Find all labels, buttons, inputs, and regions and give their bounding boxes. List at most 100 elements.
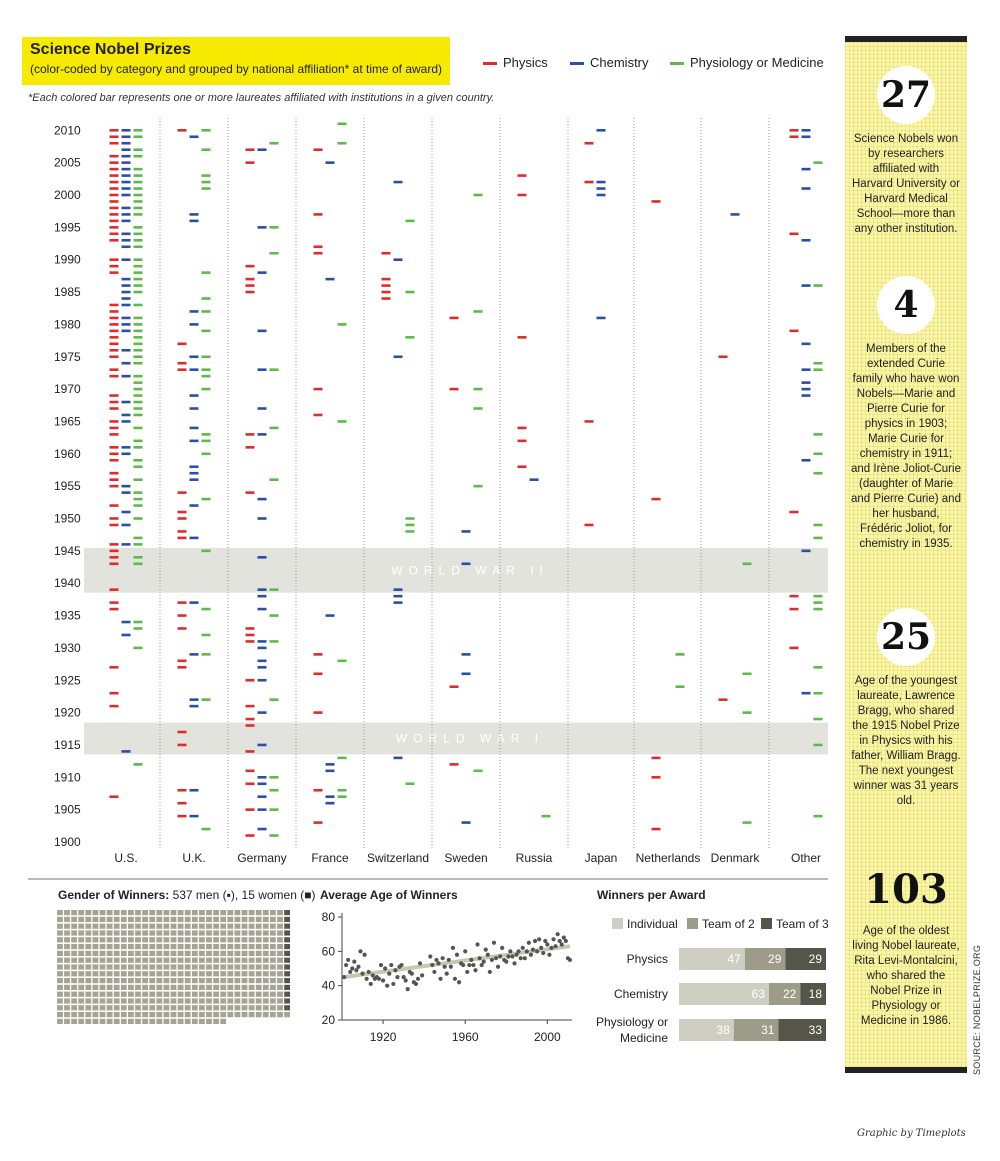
prize-bar bbox=[133, 556, 143, 559]
waffle-cell-man bbox=[163, 964, 170, 970]
chart-subtitle: (color-coded by category and grouped by … bbox=[30, 62, 443, 76]
waffle-cell-man bbox=[99, 978, 106, 984]
waffle-cell-man bbox=[57, 916, 63, 922]
waffle-cell-man bbox=[128, 998, 134, 1004]
age-y-tick-label: 40 bbox=[322, 979, 336, 993]
waffle-cell-man bbox=[227, 971, 234, 977]
waffle-cell-man bbox=[227, 991, 234, 997]
prize-bar bbox=[257, 329, 267, 333]
waffle-cell-man bbox=[135, 923, 141, 929]
prize-bar bbox=[584, 180, 594, 184]
waffle-cell-man bbox=[64, 910, 70, 916]
prize-bar bbox=[121, 154, 131, 158]
prize-bar bbox=[813, 368, 823, 371]
prize-bar bbox=[177, 361, 187, 365]
waffle-cell-man bbox=[135, 998, 141, 1004]
year-tick-label: 1905 bbox=[54, 803, 81, 817]
prize-bar bbox=[133, 400, 143, 404]
waffle-cell-man bbox=[57, 937, 63, 943]
age-point bbox=[401, 974, 406, 980]
age-point bbox=[528, 952, 534, 957]
waffle-cell-man bbox=[220, 916, 227, 922]
waffle-cell-man bbox=[177, 957, 184, 963]
waffle-cell-man bbox=[227, 1012, 234, 1018]
age-point bbox=[469, 957, 474, 963]
waffle-cell-man bbox=[262, 944, 269, 950]
prize-bar bbox=[813, 814, 823, 818]
waffle-cell-man bbox=[113, 978, 120, 984]
waffle-cell-man bbox=[149, 978, 156, 984]
prize-bar bbox=[121, 400, 131, 404]
waffle-cell-man bbox=[184, 991, 191, 997]
waffle-cell-man bbox=[191, 971, 198, 977]
waffle-cell-man bbox=[262, 930, 269, 936]
prize-bar bbox=[201, 129, 211, 132]
waffle-cell-man bbox=[255, 998, 262, 1004]
prize-bar bbox=[325, 795, 335, 799]
waffle-cell-man bbox=[106, 923, 113, 929]
age-point bbox=[567, 957, 573, 963]
prize-bar bbox=[269, 478, 279, 481]
waffle-cell-man bbox=[85, 944, 92, 950]
prize-bar bbox=[109, 394, 119, 397]
waffle-cell-man bbox=[234, 910, 241, 916]
waffle-cell-man bbox=[177, 944, 184, 950]
prize-bar bbox=[201, 180, 211, 184]
waffle-cell-man bbox=[57, 1005, 63, 1011]
age-point bbox=[346, 957, 351, 963]
age-point bbox=[348, 969, 353, 975]
prize-bar bbox=[337, 122, 347, 126]
waffle-cell-man bbox=[163, 998, 170, 1004]
waffle-cell-man bbox=[241, 984, 248, 990]
waffle-cell-man bbox=[227, 910, 234, 916]
waffle-cell-man bbox=[191, 923, 198, 929]
waffle-cell-man bbox=[191, 1018, 198, 1024]
waffle-cell-man bbox=[78, 984, 85, 990]
waffle-cell-man bbox=[234, 1012, 241, 1018]
waffle-cell-man bbox=[206, 957, 212, 963]
waffle-cell-woman bbox=[284, 944, 290, 950]
waffle-cell-man bbox=[262, 991, 269, 997]
waffle-cell-man bbox=[64, 991, 70, 997]
prize-bar bbox=[109, 336, 119, 339]
prize-bar bbox=[109, 342, 119, 346]
waffle-cell-man bbox=[113, 916, 120, 922]
waffle-cell-man bbox=[149, 937, 156, 943]
waffle-cell-man bbox=[128, 957, 134, 963]
waffle-cell-man bbox=[71, 1005, 77, 1011]
prize-bar bbox=[257, 795, 267, 799]
prize-bar bbox=[133, 148, 143, 152]
prize-bar bbox=[133, 387, 143, 391]
waffle-cell-man bbox=[149, 944, 156, 950]
prize-bar bbox=[651, 200, 661, 203]
prize-bar bbox=[201, 633, 211, 637]
country-label: Sweden bbox=[444, 851, 487, 865]
waffle-cell-man bbox=[57, 991, 63, 997]
waffle-cell-man bbox=[128, 930, 134, 936]
age-point bbox=[452, 976, 458, 981]
waffle-cell-man bbox=[255, 916, 262, 922]
waffle-cell-man bbox=[149, 916, 156, 922]
waffle-cell-man bbox=[156, 964, 163, 970]
prize-bar bbox=[596, 180, 606, 184]
waffle-cell-man bbox=[220, 923, 227, 929]
prize-bar bbox=[393, 594, 403, 598]
waffle-cell-man bbox=[213, 1018, 219, 1024]
legend-chemistry-label: Chemistry bbox=[590, 55, 649, 70]
prize-bar bbox=[405, 219, 415, 223]
prize-bar bbox=[133, 536, 143, 540]
prize-bar bbox=[121, 374, 131, 378]
prize-bar bbox=[133, 763, 143, 766]
waffle-cell-man bbox=[220, 950, 227, 956]
waffle-cell-man bbox=[99, 937, 106, 943]
award-legend-swatch bbox=[687, 918, 698, 929]
waffle-cell-man bbox=[255, 984, 262, 990]
age-point bbox=[409, 971, 414, 976]
prize-bar bbox=[121, 452, 131, 456]
waffle-cell-man bbox=[163, 978, 170, 984]
prize-bar bbox=[109, 174, 119, 177]
age-point bbox=[354, 968, 359, 973]
waffle-cell-man bbox=[227, 950, 234, 956]
waffle-cell-man bbox=[248, 937, 255, 943]
waffle-cell-man bbox=[92, 944, 99, 950]
